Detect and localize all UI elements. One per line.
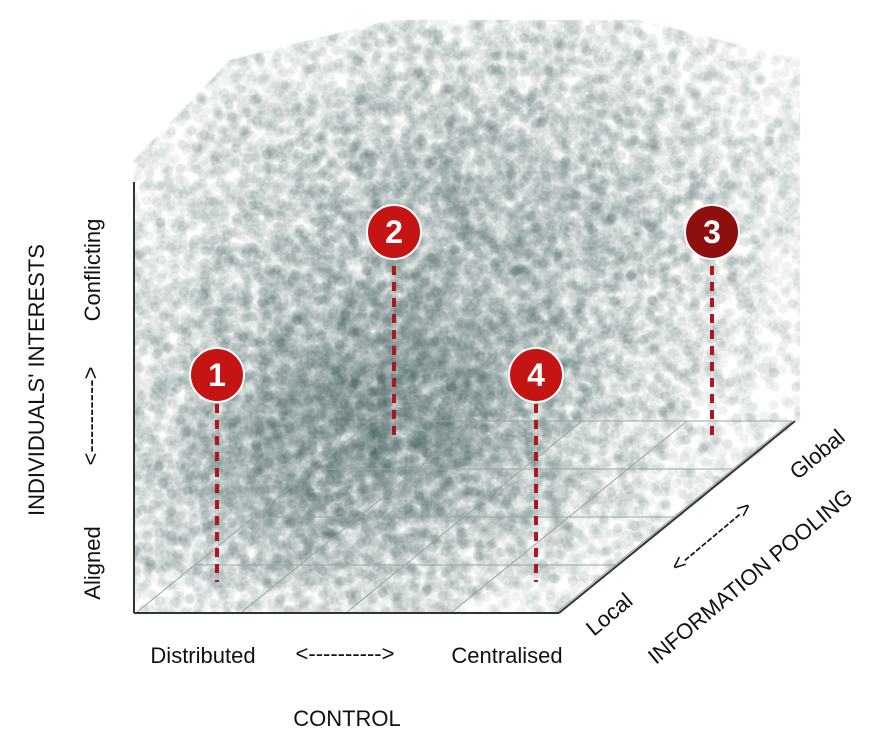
- control-low-label: Distributed: [150, 643, 255, 668]
- interests-high-label: Conflicting: [80, 219, 105, 322]
- marker-1-label: 1: [208, 357, 226, 393]
- marker-3-label: 3: [703, 214, 721, 250]
- marker-3: 3: [684, 204, 740, 260]
- marker-1: 1: [189, 347, 245, 403]
- marker-4-label: 4: [527, 357, 545, 393]
- marker-2-label: 2: [385, 214, 403, 250]
- marker-2: 2: [366, 204, 422, 260]
- pooling-high-label: Global: [785, 424, 850, 484]
- control-axis-title: CONTROL: [293, 706, 401, 731]
- interests-arrow: <---------->: [78, 367, 103, 466]
- interests-low-label: Aligned: [80, 526, 105, 599]
- floor-grid: [136, 420, 793, 613]
- control-high-label: Centralised: [451, 643, 562, 668]
- pooling-low-label: Local: [581, 588, 637, 641]
- interests-axis-title: INDIVIDUALS' INTERESTS: [24, 244, 49, 516]
- marker-4: 4: [508, 347, 564, 403]
- control-arrow: <---------->: [296, 641, 395, 666]
- axes: [133, 182, 796, 614]
- depth-axis-line: [558, 420, 796, 614]
- drop-lines: [215, 266, 714, 582]
